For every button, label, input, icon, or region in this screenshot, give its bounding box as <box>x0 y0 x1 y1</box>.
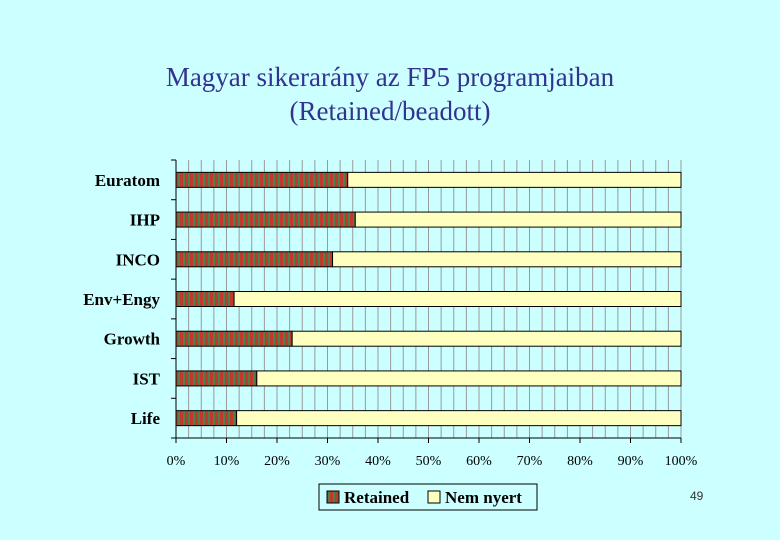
category-label: IHP <box>130 211 160 230</box>
bar-nem-nyert-ihp <box>354 211 682 228</box>
title-line-2: (Retained/beadott) <box>289 96 491 126</box>
category-label: Euratom <box>95 171 160 190</box>
category-label: IST <box>133 369 161 388</box>
x-tick-label: 50% <box>416 454 442 469</box>
bar-retained-growth <box>175 330 293 347</box>
legend-swatch-nem-nyert <box>427 490 441 504</box>
slide-number: 49 <box>690 489 704 503</box>
bar-retained-euratom <box>175 171 349 188</box>
x-tick-label: 80% <box>567 454 593 469</box>
x-tick-label: 40% <box>365 454 391 469</box>
legend-label-nem-nyert: Nem nyert <box>445 488 522 507</box>
bar-nem-nyert-life <box>236 410 682 427</box>
bar-retained-life <box>175 410 238 427</box>
bar-nem-nyert-growth <box>291 330 682 347</box>
x-tick-label: 10% <box>214 454 240 469</box>
legend: Retained Nem nyert <box>318 483 538 511</box>
x-tick-label: 20% <box>264 454 290 469</box>
x-tick-label: 90% <box>618 454 644 469</box>
x-tick-label: 60% <box>466 454 492 469</box>
bar-nem-nyert-inco <box>332 251 682 268</box>
x-tick-label: 70% <box>517 454 543 469</box>
x-tick-label: 0% <box>167 454 186 469</box>
category-label: Growth <box>104 330 161 349</box>
bar-nem-nyert-ist <box>256 370 682 387</box>
category-label: INCO <box>116 250 160 269</box>
bars <box>175 171 682 427</box>
category-label: Env+Engy <box>83 290 160 309</box>
bar-nem-nyert-env-engy <box>233 291 682 307</box>
bar-nem-nyert-euratom <box>347 171 682 188</box>
x-tick-label: 30% <box>315 454 341 469</box>
category-label: Life <box>131 409 161 428</box>
bar-retained-ihp <box>175 211 356 228</box>
legend-label-retained: Retained <box>344 488 410 507</box>
axis-labels: Euratom IHP INCO Env+Engy Growth IST Life 0% 10%… <box>83 171 697 469</box>
legend-swatch-retained <box>326 490 340 504</box>
title-line-1: Magyar sikerarány az FP5 programjaiban <box>165 62 615 92</box>
legend-box <box>318 483 538 511</box>
x-tick-label: 100% <box>665 454 698 469</box>
axes <box>171 159 682 443</box>
slide-title: Magyar sikerarány az FP5 programjaiban (… <box>0 60 780 128</box>
bar-retained-env-engy <box>175 291 235 307</box>
bar-retained-inco <box>175 251 334 268</box>
bar-retained-ist <box>175 370 258 387</box>
